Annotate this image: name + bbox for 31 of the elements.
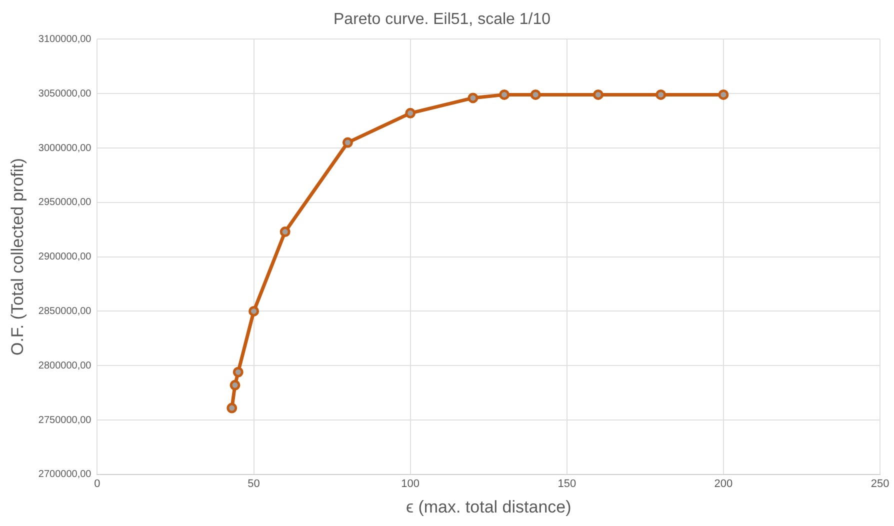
y-tick-label: 2950000,00 (38, 197, 92, 208)
x-tick-label: 150 (558, 478, 576, 490)
x-tick-label: 200 (714, 478, 733, 490)
point (226, 402, 238, 414)
y-tick-label: 2700000,00 (38, 469, 92, 480)
point (248, 306, 260, 316)
y-tick-label: 3100000,00 (38, 34, 92, 45)
point (656, 89, 666, 100)
y-tick-label: 3000000,00 (38, 142, 92, 154)
point (530, 89, 541, 100)
point (718, 89, 729, 100)
point (405, 108, 416, 118)
chart-title: Pareto curve. Eil51, scale 1/10 (333, 11, 551, 28)
y-axis-title: O.F. (Total collected profit) (8, 158, 27, 356)
x-tick-label: 250 (870, 478, 890, 490)
point (232, 366, 244, 378)
y-tick-label: 2750000,00 (38, 414, 92, 426)
y-tick-label: 2800000,00 (38, 360, 92, 372)
x-tick-label: 0 (94, 478, 100, 490)
point (468, 92, 478, 104)
point (342, 137, 353, 148)
point (592, 89, 604, 100)
point (280, 226, 290, 238)
y-tick-label: 2900000,00 (38, 252, 92, 263)
point (230, 380, 240, 390)
point (499, 89, 510, 100)
x-axis-title: ϵ (max. total distance) (406, 497, 572, 516)
x-tick-label: 100 (401, 478, 420, 490)
y-tick-label: 2850000,00 (38, 306, 92, 317)
x-tick-label: 50 (248, 478, 260, 490)
y-tick-label: 3050000,00 (38, 88, 92, 100)
